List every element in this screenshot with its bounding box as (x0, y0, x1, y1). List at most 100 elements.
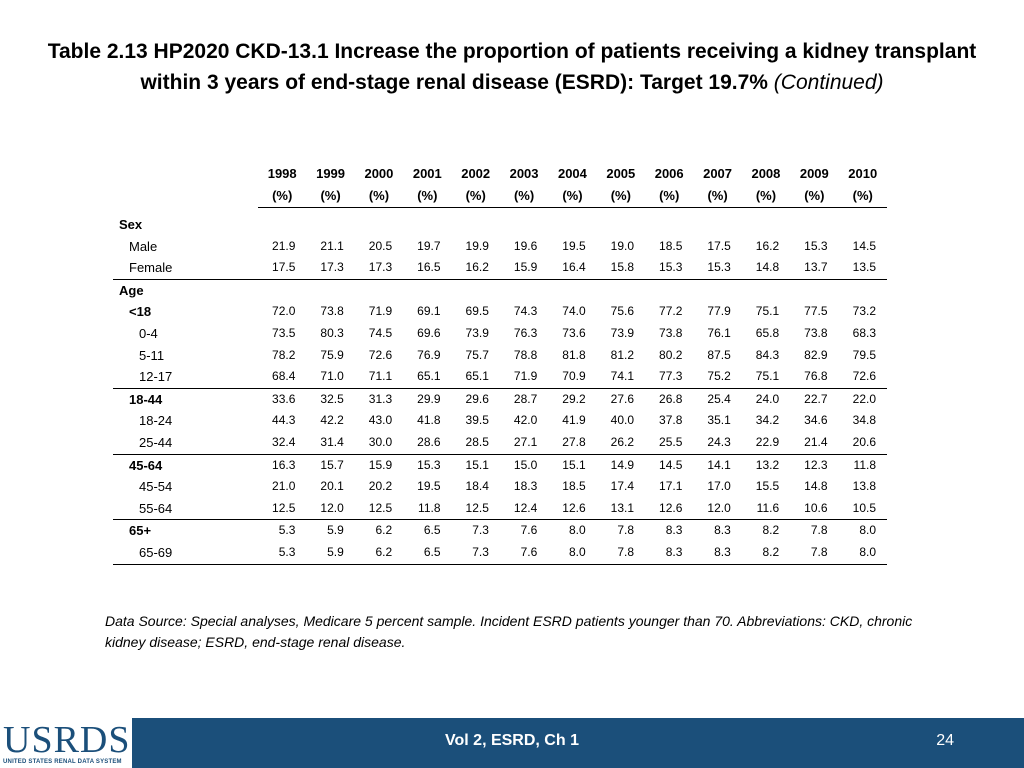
value-cell: 18.4 (465, 479, 489, 494)
value-cell: 8.3 (665, 523, 683, 538)
year-header: 2002 (461, 166, 491, 181)
value-cell: 24.3 (693, 431, 742, 455)
empty-cell (258, 214, 306, 236)
value-cell: 71.0 (306, 366, 355, 389)
value-cell: 78.8 (513, 347, 538, 362)
value-cell: 19.6 (513, 238, 538, 253)
unit-header: (%) (499, 185, 549, 208)
value-cell: 14.5 (852, 238, 876, 253)
value-cell: 20.5 (368, 238, 393, 253)
table-row: 0-4 73.5 80.3 74.5 69.6 73.9 76.3 73.6 73.9 73.8 7… (113, 323, 887, 345)
value-cell: 39.5 (465, 413, 489, 428)
value-cell: 34.6 (804, 413, 828, 428)
value-cell: 81.8 (562, 347, 586, 362)
value-cell: 12.5 (451, 497, 500, 521)
value-cell: 7.6 (520, 523, 538, 538)
value-cell: 8.3 (645, 541, 694, 565)
table-row: 18-44 33.6 32.5 31.3 29.9 29.6 28.7 29.2 27.6 26.… (113, 388, 887, 410)
footer-section-label: Vol 2, ESRD, Ch 1 (445, 732, 579, 749)
header-years-row: 1998 1999 2000 2001 2002 2003 2004 2005 2006 2007… (113, 163, 887, 185)
empty-cell (500, 214, 548, 236)
value-cell: 73.9 (610, 325, 634, 340)
value-cell: 17.1 (659, 479, 683, 494)
value-cell: 69.5 (465, 304, 489, 319)
value-cell: 26.2 (596, 431, 645, 455)
table-row: 65-69 5.3 5.9 6.2 6.5 7.3 7.6 8.0 7.8 8.3 8.3 8.2 7.… (113, 541, 887, 565)
value-cell: 6.5 (403, 541, 452, 565)
value-cell: 75.6 (610, 304, 634, 319)
value-cell: 5.3 (278, 523, 296, 538)
logo-word: USRDS (3, 719, 131, 761)
value-cell: 14.8 (804, 479, 828, 494)
value-cell: 20.6 (838, 431, 887, 455)
value-cell: 73.8 (804, 325, 828, 340)
table-row: Male 21.9 21.1 20.5 19.7 19.9 19.6 19.5 19.0 18.5… (113, 236, 887, 258)
value-cell: 75.1 (741, 366, 791, 389)
value-cell: 74.0 (562, 304, 586, 319)
table-row: 65+ 5.3 5.9 6.2 6.5 7.3 7.6 8.0 7.8 8.3 8.3 8.2 7.8 8… (113, 520, 887, 542)
value-cell: 8.0 (548, 541, 597, 565)
value-cell: 29.2 (562, 391, 586, 406)
unit-header: (%) (306, 185, 355, 208)
empty-cell (645, 214, 693, 236)
title-main: Table 2.13 HP2020 CKD-13.1 Increase the … (47, 40, 977, 94)
value-cell: 78.2 (272, 347, 296, 362)
value-cell: 31.3 (368, 391, 393, 406)
value-cell: 25.4 (707, 391, 731, 406)
row-label: 0-4 (139, 325, 158, 341)
row-label: 18-44 (129, 391, 163, 407)
value-cell: 72.6 (368, 347, 393, 362)
unit-header: (%) (354, 185, 404, 208)
value-cell: 75.7 (465, 347, 489, 362)
year-header: 2003 (509, 166, 539, 181)
empty-cell (258, 279, 306, 301)
value-cell: 22.9 (741, 431, 791, 455)
value-cell: 72.6 (838, 366, 887, 389)
empty-cell (597, 214, 645, 236)
value-cell: 72.0 (272, 304, 296, 319)
value-cell: 13.8 (852, 479, 876, 494)
empty-cell (403, 214, 451, 236)
value-cell: 15.8 (596, 257, 645, 280)
value-cell: 16.5 (403, 257, 452, 280)
value-cell: 43.0 (368, 413, 393, 428)
value-cell: 5.9 (306, 541, 355, 565)
value-cell: 30.0 (354, 431, 404, 455)
value-cell: 14.5 (659, 457, 683, 472)
empty-cell (742, 214, 790, 236)
value-cell: 41.8 (417, 413, 441, 428)
row-label: <18 (129, 304, 152, 320)
empty-cell (548, 279, 596, 301)
unit-header: (%) (790, 185, 839, 208)
value-cell: 16.3 (272, 457, 296, 472)
value-cell: 76.3 (513, 325, 538, 340)
value-cell: 42.2 (320, 413, 344, 428)
value-cell: 12.5 (258, 497, 307, 521)
value-cell: 7.8 (790, 541, 839, 565)
value-cell: 34.2 (755, 413, 780, 428)
value-cell: 21.1 (320, 238, 344, 253)
data-table-container: 1998 1999 2000 2001 2002 2003 2004 2005 2006 2007… (113, 163, 887, 565)
value-cell: 15.3 (645, 257, 694, 280)
value-cell: 73.6 (562, 325, 586, 340)
value-cell: 6.5 (423, 523, 441, 538)
value-cell: 19.0 (610, 238, 634, 253)
unit-header: (%) (548, 185, 597, 208)
year-header: 2009 (799, 166, 829, 181)
value-cell: 15.1 (562, 457, 586, 472)
unit-header: (%) (258, 185, 307, 208)
value-cell: 65.8 (755, 325, 780, 340)
value-cell: 5.3 (258, 541, 307, 565)
group-label: Age (119, 282, 144, 298)
value-cell: 84.3 (755, 347, 780, 362)
value-cell: 19.5 (562, 238, 586, 253)
unit-header: (%) (596, 185, 645, 208)
value-cell: 12.0 (306, 497, 355, 521)
year-header: 2010 (848, 166, 878, 181)
value-cell: 71.9 (499, 366, 549, 389)
value-cell: 68.3 (852, 325, 876, 340)
value-cell: 12.6 (548, 497, 597, 521)
value-cell: 7.8 (810, 523, 828, 538)
row-label: 65-69 (113, 541, 258, 565)
value-cell: 80.3 (320, 325, 344, 340)
